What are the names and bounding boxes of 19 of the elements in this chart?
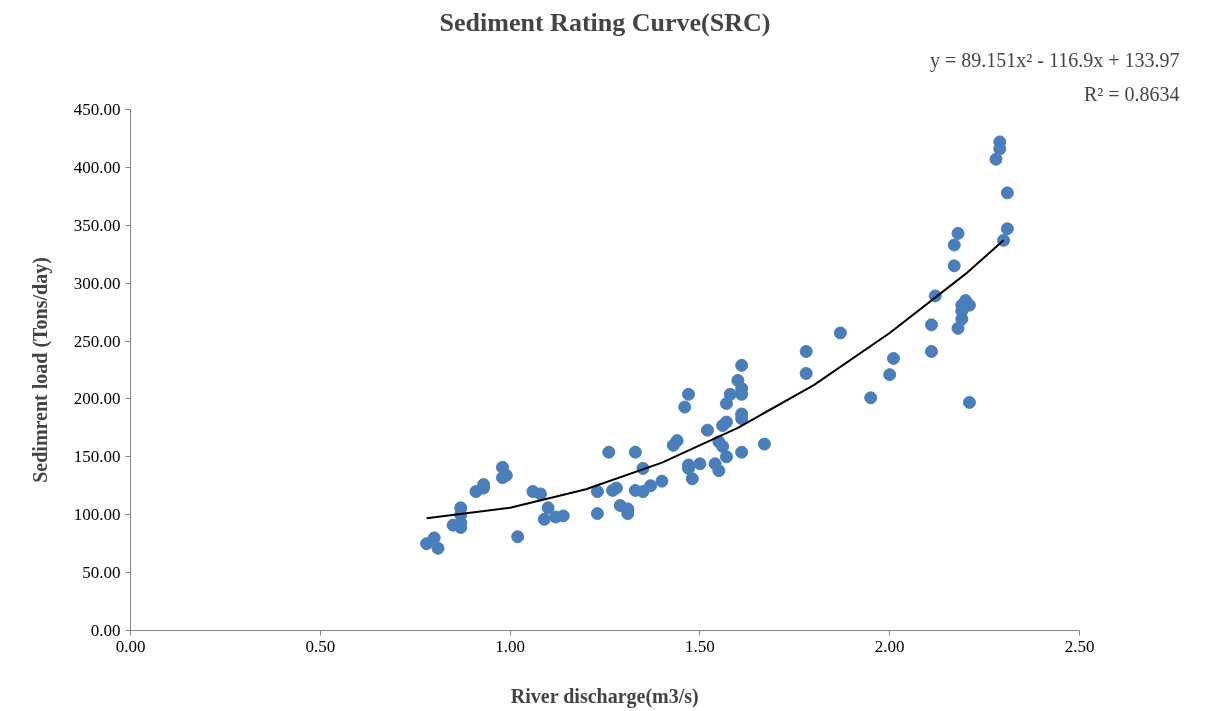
x-axis-title: River discharge(m3/s): [510, 684, 699, 708]
x-tick-label: 1.50: [685, 636, 715, 656]
y-tick-label: 350.00: [73, 215, 121, 235]
y-tick-label: 50.00: [82, 563, 121, 583]
chart-title: Sediment Rating Curve(SRC): [439, 7, 771, 37]
x-tick-label: 1.00: [495, 636, 525, 656]
y-tick-label: 200.00: [73, 389, 121, 409]
text: R² = 0.8634: [1083, 82, 1180, 105]
y-tick-label: 150.00: [73, 447, 121, 467]
y-tick-label: 300.00: [73, 273, 121, 293]
x-tick-label: 0.50: [305, 636, 336, 656]
y-tick-label: 250.00: [73, 331, 121, 351]
y-tick-label: 450.00: [73, 100, 121, 119]
text: y = 89.151x² - 116.9x + 133.97: [930, 48, 1180, 72]
x-tick-label: 2.00: [874, 636, 905, 656]
y-tick-label: 400.00: [73, 157, 121, 177]
x-tick-label: 2.50: [1064, 636, 1095, 656]
y-axis-title: Sedimrent load (Tons/day): [28, 257, 52, 483]
y-tick-label: 100.00: [73, 505, 121, 525]
